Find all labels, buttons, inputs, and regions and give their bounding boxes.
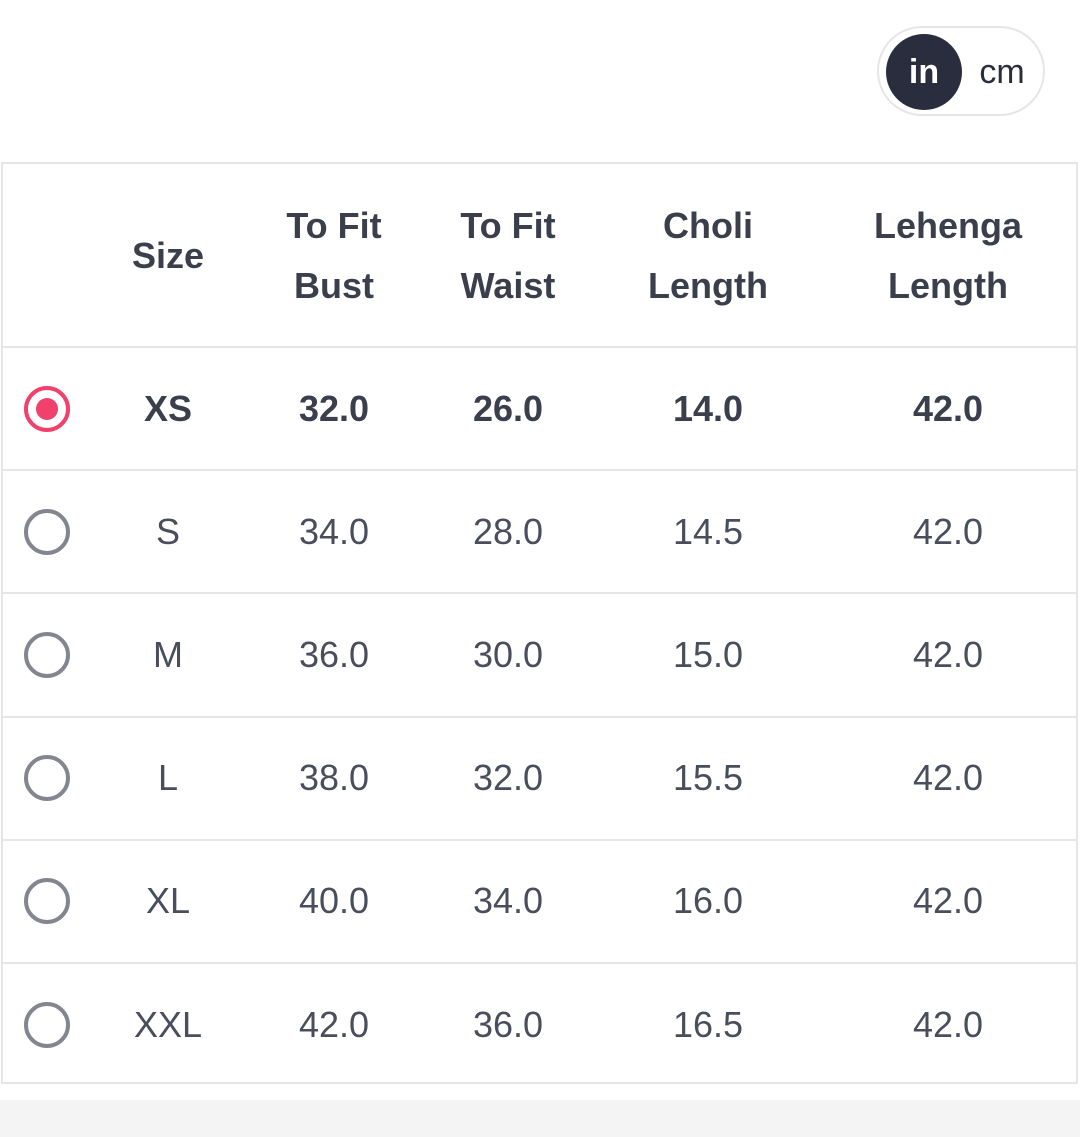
unit-option[interactable]: cm (979, 52, 1025, 91)
table-cell: 14.5 (672, 510, 744, 552)
row-divider (3, 346, 1076, 348)
column-header: To Fit Bust (286, 204, 382, 306)
table-cell: 42.0 (298, 1003, 370, 1045)
table-cell: XXL (133, 1003, 203, 1045)
table-cell: M (153, 633, 183, 675)
table-cell: XL (145, 880, 191, 922)
table-cell: S (155, 510, 180, 552)
table-cell: 30.0 (472, 633, 544, 675)
table-cell: 42.0 (912, 757, 984, 799)
row-divider (3, 962, 1076, 964)
row-divider (3, 469, 1076, 472)
table-cell: 15.5 (672, 757, 744, 799)
table-cell: 40.0 (298, 880, 370, 922)
column-header: Choli Length (648, 204, 768, 306)
table-cell: 16.0 (672, 880, 744, 922)
table-cell: 42.0 (912, 387, 984, 429)
table-cell: 36.0 (298, 633, 370, 675)
table-cell: 42.0 (912, 1003, 984, 1045)
table-cell: 42.0 (912, 880, 984, 922)
table-cell: L (157, 757, 179, 799)
table-cell: 32.0 (298, 387, 370, 429)
footer-band (0, 1100, 1080, 1137)
unit-option[interactable]: in (886, 34, 962, 110)
table-cell: 26.0 (472, 387, 544, 429)
table-cell: 42.0 (912, 633, 984, 675)
row-divider (3, 838, 1076, 841)
unit-toggle[interactable]: in cm (877, 26, 1045, 116)
table-cell: 36.0 (472, 1003, 544, 1045)
size-radio[interactable] (24, 385, 70, 432)
table-cell: 34.0 (472, 880, 544, 922)
table-cell: 32.0 (472, 757, 544, 799)
size-radio[interactable] (24, 1001, 70, 1048)
size-radio[interactable] (24, 508, 70, 555)
size-table: Size To Fit Bust To Fit Waist Choli Length L… (1, 162, 1078, 1084)
table-cell: 16.5 (672, 1003, 744, 1045)
row-divider (3, 592, 1076, 595)
column-header: To Fit Waist (460, 204, 556, 306)
column-header: Size (131, 234, 205, 276)
column-header: Lehenga Length (873, 204, 1023, 306)
table-cell: 28.0 (472, 510, 544, 552)
size-radio[interactable] (24, 878, 70, 925)
table-cell: 38.0 (298, 757, 370, 799)
table-cell: XS (143, 387, 193, 429)
table-cell: 34.0 (298, 510, 370, 552)
table-cell: 42.0 (912, 510, 984, 552)
size-radio[interactable] (24, 755, 70, 802)
table-cell: 15.0 (672, 633, 744, 675)
row-divider (3, 715, 1076, 718)
table-cell: 14.0 (672, 387, 744, 429)
size-radio[interactable] (24, 632, 70, 678)
